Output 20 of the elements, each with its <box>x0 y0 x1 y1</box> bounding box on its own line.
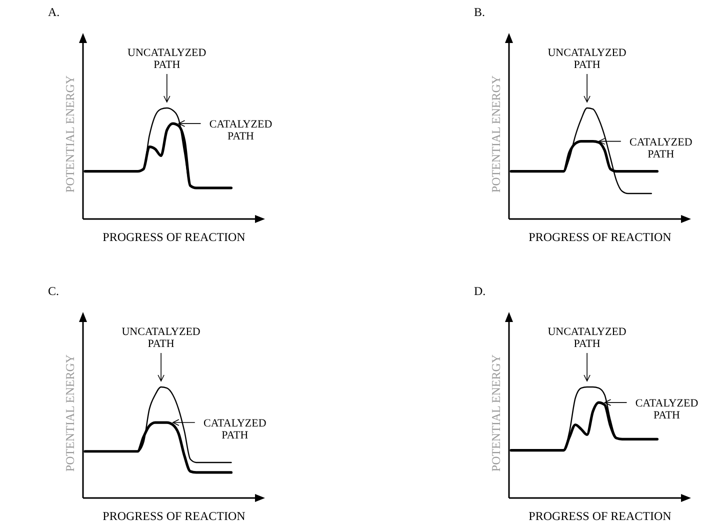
y-axis-title: POTENTIAL ENERGY <box>63 354 77 472</box>
text: UNCATALYZED PATH <box>128 47 206 71</box>
text: UNCATALYZED PATH <box>548 326 626 350</box>
x-axis-title: PROGRESS OF REACTION <box>102 509 246 521</box>
y-axis-title: POTENTIAL ENERGY <box>489 354 503 472</box>
text: UNCATALYZED PATH <box>122 326 200 350</box>
legend-label: CATALYZED PATH <box>209 118 272 143</box>
text: UNCATALYZED PATH <box>548 47 626 71</box>
chart-title: A. <box>48 5 60 19</box>
chart-title: B. <box>474 5 486 19</box>
chart-title: D. <box>474 284 486 298</box>
legend-label: CATALYZED PATH <box>635 398 698 422</box>
y-axis-title: POTENTIAL ENERGY <box>63 75 77 193</box>
x-axis-title: PROGRESS OF REACTION <box>102 230 246 244</box>
legend-label: CATALYZED PATH <box>204 418 266 442</box>
x-axis-title: PROGRESS OF REACTION <box>528 509 672 521</box>
legend-label: CATALYZED PATH <box>630 136 692 160</box>
chart-title: C. <box>48 284 60 298</box>
x-axis-title: PROGRESS OF REACTION <box>528 230 672 244</box>
y-axis-title: POTENTIAL ENERGY <box>489 75 503 193</box>
